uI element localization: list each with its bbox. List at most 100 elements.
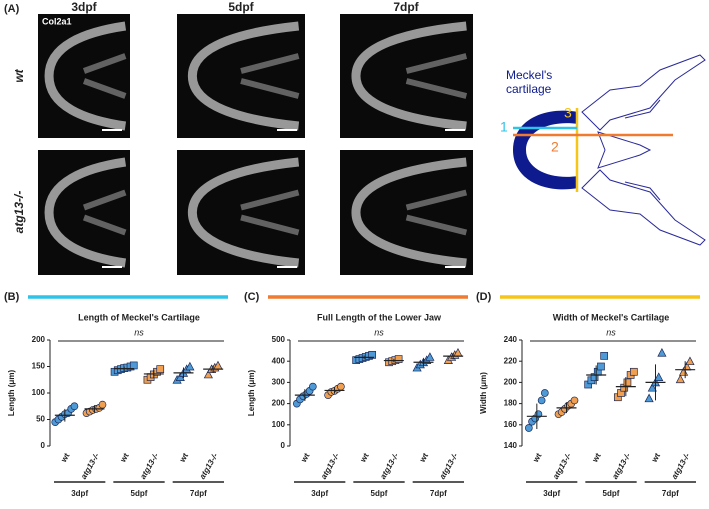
y-tick-label: 100 (272, 420, 286, 429)
cartilage-shape (187, 157, 300, 268)
x-tick-label: wt (358, 451, 371, 464)
x-tick-label: wt (590, 451, 603, 464)
data-point (600, 352, 609, 360)
column-label: 5dpf (228, 0, 254, 14)
group-label: 7dpf (662, 489, 679, 498)
y-tick-label: 50 (36, 415, 45, 424)
y-tick-label: 200 (32, 335, 46, 344)
y-tick-label: 0 (281, 441, 286, 450)
cartilage-shape (44, 21, 127, 131)
panel-label: (D) (476, 291, 492, 303)
x-tick-label: wt (531, 451, 544, 464)
x-tick-label: atg13-/- (138, 451, 160, 480)
x-tick-label: wt (59, 451, 72, 464)
cartilage-shape (351, 157, 467, 268)
x-tick-label: atg13-/- (670, 451, 692, 480)
data-point (524, 424, 533, 432)
chart-title: Full Length of the Lower Jaw (317, 312, 442, 322)
group-label: 3dpf (543, 489, 560, 498)
x-tick-label: wt (177, 451, 190, 464)
data-point (70, 402, 79, 411)
data-point (156, 365, 165, 373)
x-tick-label: wt (299, 451, 312, 464)
column-label: 7dpf (393, 0, 419, 14)
diagram-label: Meckel's (506, 68, 552, 82)
data-point (129, 361, 138, 370)
group-label: 7dpf (190, 489, 207, 498)
jaw-outline (624, 99, 661, 201)
cartilage-shape (240, 189, 300, 236)
data-point (425, 352, 435, 361)
x-tick-label: atg13-/- (79, 451, 101, 480)
x-tick-label: wt (649, 451, 662, 464)
data-point (657, 347, 667, 357)
data-point (537, 396, 546, 405)
column-label: 3dpf (71, 0, 97, 14)
x-tick-label: atg13-/- (198, 451, 220, 480)
row-label: atg13-/- (12, 191, 26, 234)
y-tick-label: 300 (272, 378, 286, 387)
data-point (644, 393, 654, 403)
cartilage-shape (405, 53, 468, 99)
data-point (597, 362, 605, 371)
cartilage-shape (405, 189, 468, 236)
measure-label: 3 (564, 105, 572, 121)
jaw-diagram (581, 54, 706, 246)
cartilage-shape (351, 21, 467, 131)
cartilage-shape (82, 189, 127, 236)
data-point (203, 369, 213, 379)
y-tick-label: 200 (272, 399, 286, 408)
group-label: 5dpf (603, 489, 620, 498)
y-tick-label: 180 (504, 399, 518, 408)
row-label: wt (12, 68, 26, 82)
jaw-outline (597, 131, 652, 169)
y-tick-label: 240 (504, 335, 518, 344)
cartilage-shape (44, 157, 127, 268)
x-tick-label: atg13-/- (610, 451, 632, 480)
y-tick-label: 200 (504, 378, 518, 387)
cartilage-shape (187, 21, 300, 131)
data-point (308, 382, 317, 391)
x-tick-label: atg13-/- (378, 451, 400, 480)
y-tick-label: 0 (41, 441, 46, 450)
group-label: 5dpf (131, 489, 148, 498)
diagram-label: cartilage (506, 82, 552, 96)
group-label: 3dpf (71, 489, 88, 498)
data-point (98, 400, 107, 409)
measure-label: 2 (551, 139, 559, 155)
y-tick-label: 400 (272, 356, 286, 365)
chart-title: Width of Meckel's Cartilage (553, 312, 670, 322)
x-tick-label: wt (118, 451, 131, 464)
data-point (337, 382, 345, 391)
annotation: ns (134, 327, 144, 337)
y-axis-label: Width (μm) (479, 372, 488, 414)
cartilage-shape (82, 53, 127, 99)
data-point (654, 372, 664, 381)
jaw-outline (581, 169, 706, 246)
data-point (675, 374, 685, 384)
measure-label: 1 (500, 119, 508, 135)
data-point (394, 355, 403, 363)
data-point (540, 389, 549, 397)
x-tick-label: atg13-/- (551, 451, 573, 480)
data-point (647, 382, 657, 392)
data-point (629, 367, 638, 376)
group-label: 3dpf (311, 489, 328, 498)
data-point (185, 361, 195, 371)
y-tick-label: 150 (32, 362, 46, 371)
y-tick-label: 140 (504, 441, 518, 450)
data-point (570, 396, 579, 405)
group-label: 7dpf (430, 489, 447, 498)
panel-label: (A) (4, 3, 20, 15)
panel-label: (B) (4, 291, 20, 303)
data-point (368, 350, 377, 359)
y-tick-label: 220 (504, 356, 518, 365)
data-point (685, 356, 695, 366)
x-tick-label: atg13-/- (319, 451, 341, 480)
y-tick-label: 500 (272, 335, 286, 344)
group-label: 5dpf (371, 489, 388, 498)
panel-label: (C) (244, 291, 260, 303)
chart-title: Length of Meckel's Cartilage (78, 312, 200, 322)
stain-label: Col2a1 (42, 16, 72, 26)
